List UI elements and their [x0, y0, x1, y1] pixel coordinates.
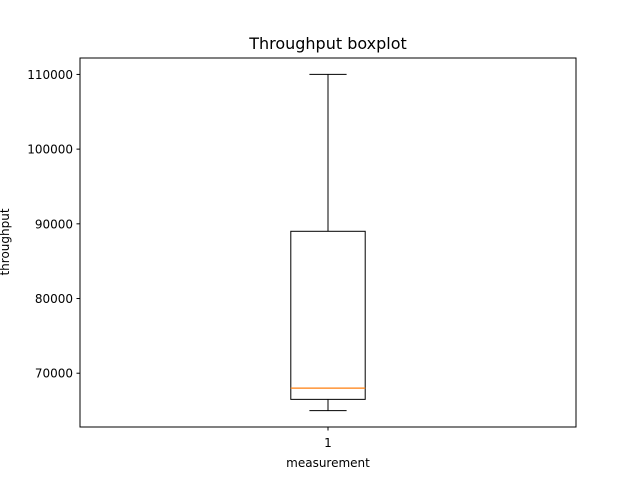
x-axis-label: measurement	[286, 456, 370, 470]
chart-title: Throughput boxplot	[248, 34, 407, 53]
y-axis-ticks: 70000 80000 90000 100000 110000	[27, 68, 80, 381]
iqr-box	[290, 230, 366, 400]
y-tick-label: 80000	[35, 292, 73, 306]
x-tick-label: 1	[324, 436, 332, 450]
y-tick-label: 90000	[35, 217, 73, 231]
y-tick-label: 100000	[27, 143, 73, 157]
box-series	[290, 73, 366, 412]
y-axis-label: throughput	[0, 208, 12, 275]
y-tick-label: 70000	[35, 367, 73, 381]
x-axis-ticks: 1	[324, 427, 332, 450]
y-tick-label: 110000	[27, 68, 73, 82]
